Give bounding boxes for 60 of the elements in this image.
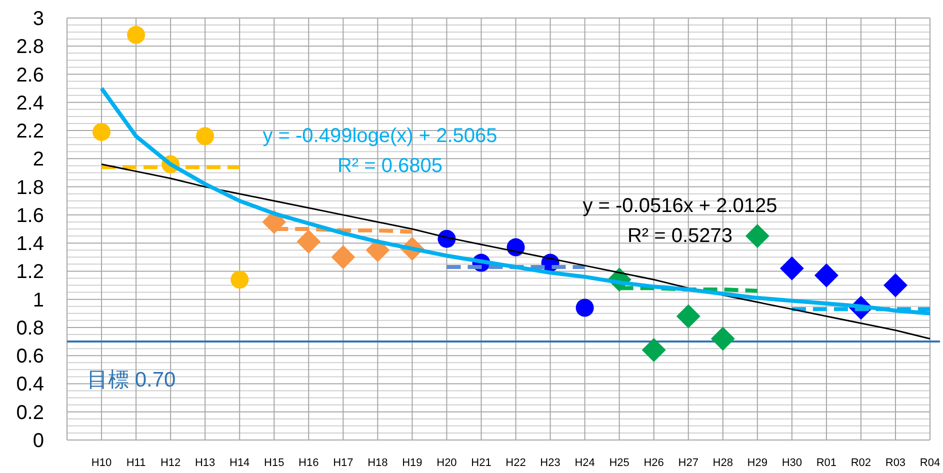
x-tick-label: H28 xyxy=(712,457,733,469)
x-tick-label: H15 xyxy=(264,457,284,469)
y-tick-label: 1.6 xyxy=(16,204,44,227)
ref-line-label: 目標 0.70 xyxy=(87,368,176,392)
y-tick-label: 1.8 xyxy=(16,176,44,199)
annotation: R² = 0.6805 xyxy=(337,155,443,177)
y-tick-label: 1.2 xyxy=(16,261,44,284)
y-tick-label: 1 xyxy=(32,289,44,312)
point xyxy=(576,298,594,317)
point xyxy=(745,224,770,248)
y-tick-label: 0.6 xyxy=(16,346,44,368)
annotation: R² = 0.5273 xyxy=(627,225,733,247)
y-tick-label: 0.2 xyxy=(16,402,44,424)
x-tick-label: H18 xyxy=(368,457,388,469)
x-tick-label: H20 xyxy=(436,457,457,469)
x-tick-label: H27 xyxy=(678,457,698,469)
y-tick-label: 2.4 xyxy=(16,92,44,114)
x-tick-label: H30 xyxy=(782,457,802,469)
x-tick-label: H12 xyxy=(160,457,181,469)
x-tick-label: H16 xyxy=(298,457,319,469)
point xyxy=(92,122,111,141)
x-tick-label: H11 xyxy=(126,457,146,469)
y-tick-label: 1.4 xyxy=(16,233,44,256)
x-tick-label: H22 xyxy=(506,457,526,469)
point xyxy=(676,304,700,328)
y-tick-label: 3 xyxy=(32,8,44,30)
point xyxy=(230,270,249,289)
point xyxy=(883,273,908,298)
point xyxy=(814,263,838,288)
y-tick-label: 2.6 xyxy=(16,64,44,86)
x-tick-label: H29 xyxy=(747,457,768,469)
annotation: y = -0.0516x + 2.0125 xyxy=(582,195,778,217)
x-tick-label: R02 xyxy=(850,457,872,469)
x-tick-label: R03 xyxy=(885,457,906,469)
x-tick-label: H17 xyxy=(333,457,354,469)
y-tick-label: 2.8 xyxy=(16,36,44,58)
point xyxy=(710,326,735,351)
point xyxy=(642,338,666,362)
y-tick-label: 0.4 xyxy=(16,374,44,396)
x-tick-label: H21 xyxy=(471,457,492,469)
point xyxy=(127,26,146,44)
x-tick-label: H19 xyxy=(402,457,422,469)
x-tick-label: H14 xyxy=(230,457,250,469)
x-tick-label: H25 xyxy=(609,457,630,469)
x-tick-label: H13 xyxy=(194,457,216,469)
y-tick-label: 0.8 xyxy=(16,317,44,340)
y-tick-label: 0 xyxy=(32,430,44,452)
y-tick-label: 2.2 xyxy=(16,120,44,143)
x-tick-label: H23 xyxy=(540,457,560,469)
y-tick-label: 2 xyxy=(32,148,44,171)
x-tick-label: R01 xyxy=(816,457,837,469)
x-tick-label: H10 xyxy=(91,457,112,469)
point xyxy=(296,230,321,254)
point xyxy=(331,245,356,270)
point xyxy=(780,256,804,280)
annotation: y = -0.499loge(x) + 2.5065 xyxy=(262,125,498,147)
point xyxy=(196,127,214,146)
x-tick-label: H26 xyxy=(644,457,664,469)
x-tick-label: H24 xyxy=(574,457,595,469)
x-tick-label: R04 xyxy=(920,457,940,469)
